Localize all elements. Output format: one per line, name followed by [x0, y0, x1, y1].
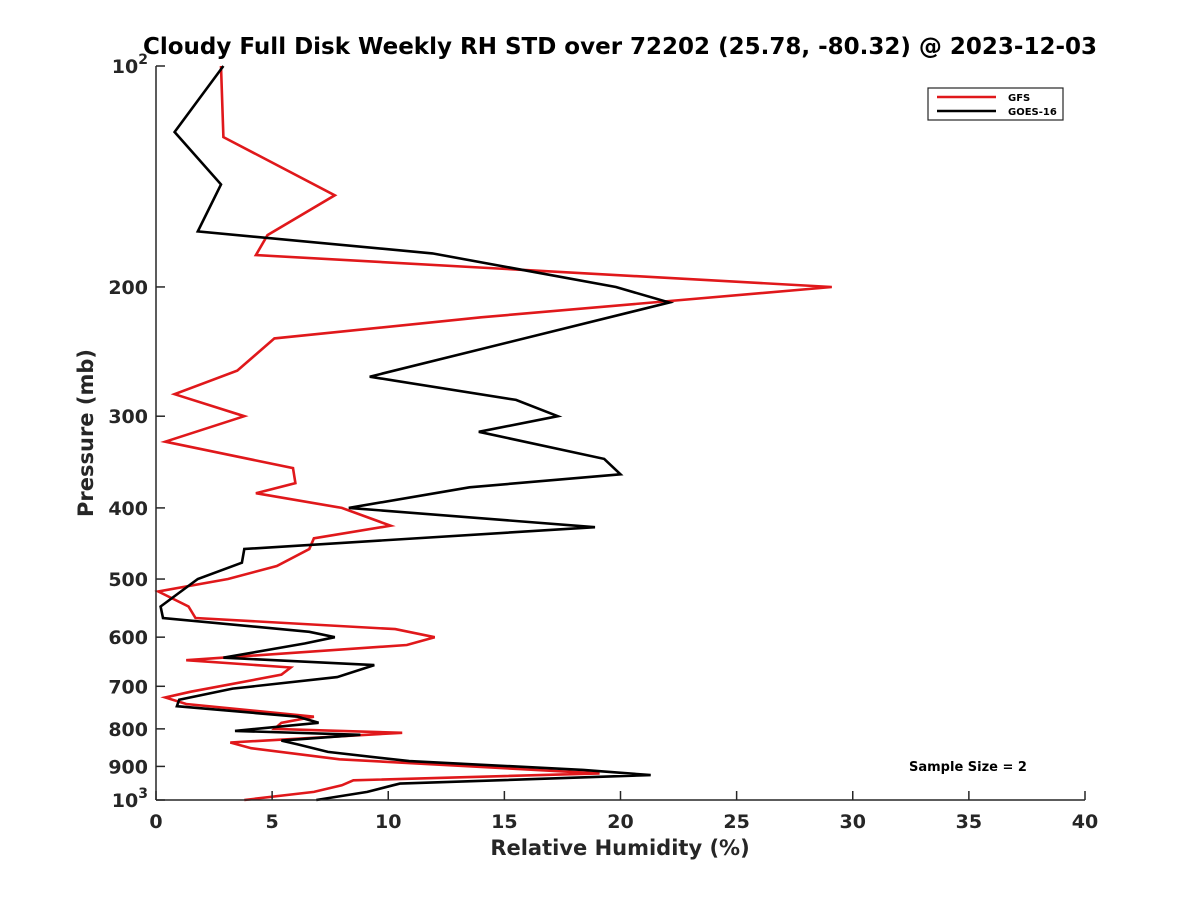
y-axis-title: Pressure (mb) — [74, 349, 98, 517]
y-tick-label-base: 700 — [108, 676, 148, 698]
y-tick-label: 102 — [112, 52, 148, 78]
chart-title: Cloudy Full Disk Weekly RH STD over 7220… — [143, 34, 1097, 60]
series-layer — [154, 65, 832, 802]
y-tick-label: 700 — [108, 676, 148, 698]
y-tick-label-base: 10 — [112, 790, 138, 812]
y-tick-label-exponent: 3 — [138, 786, 148, 802]
y-tick-label-exponent: 2 — [138, 52, 148, 68]
x-tick-label: 40 — [1072, 811, 1098, 833]
y-tick-label-base: 500 — [108, 569, 148, 591]
x-tick-label: 20 — [607, 811, 633, 833]
legend-label: GFS — [1008, 93, 1030, 104]
y-tick-label: 800 — [108, 719, 148, 741]
x-tick-label: 30 — [840, 811, 866, 833]
sample-size-annotation: Sample Size = 2 — [909, 760, 1027, 775]
y-tick-label-base: 10 — [112, 56, 138, 78]
series-line-gfs — [154, 65, 832, 802]
y-tick-label-base: 800 — [108, 719, 148, 741]
y-tick-label: 400 — [108, 498, 148, 520]
y-tick-label-base: 600 — [108, 627, 148, 649]
legend-box — [927, 87, 1064, 121]
x-tick-label: 10 — [375, 811, 401, 833]
y-tick-label: 300 — [108, 406, 148, 428]
x-tick-label: 0 — [149, 811, 162, 833]
x-tick-label: 15 — [491, 811, 517, 833]
y-tick-label-base: 200 — [108, 277, 148, 299]
series-line-goes-16 — [159, 65, 675, 802]
y-tick-label: 103 — [112, 786, 148, 812]
x-tick-label: 5 — [266, 811, 279, 833]
y-tick-label-base: 300 — [108, 406, 148, 428]
y-tick-label-base: 400 — [108, 498, 148, 520]
x-axis-title: Relative Humidity (%) — [490, 836, 749, 860]
x-tick-label: 25 — [723, 811, 749, 833]
y-tick-label: 500 — [108, 569, 148, 591]
legend: GFS GOES-16 — [927, 87, 1064, 121]
y-tick-label-base: 900 — [108, 756, 148, 778]
x-axis-ticks: 0 5 10 15 20 25 30 35 40 — [149, 791, 1098, 833]
y-tick-label: 200 — [108, 277, 148, 299]
y-tick-label: 900 — [108, 756, 148, 778]
y-tick-label: 600 — [108, 627, 148, 649]
x-tick-label: 35 — [956, 811, 982, 833]
legend-label: GOES-16 — [1008, 107, 1057, 118]
